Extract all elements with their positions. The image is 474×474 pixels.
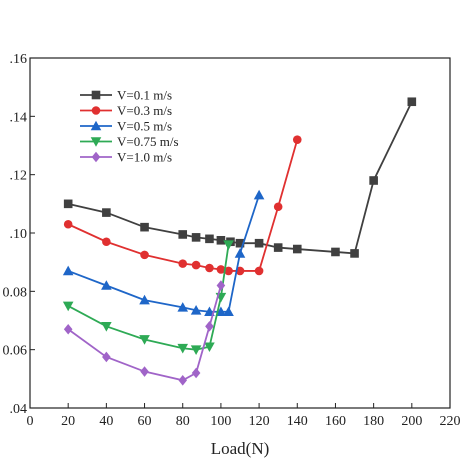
legend-label: V=0.5 m/s bbox=[117, 119, 172, 134]
series-line bbox=[67, 139, 299, 272]
data-point bbox=[350, 249, 359, 258]
data-point bbox=[177, 343, 189, 354]
x-tick-label: 40 bbox=[99, 414, 113, 429]
x-tick-label: 20 bbox=[61, 414, 75, 429]
x-tick-label: 100 bbox=[210, 414, 231, 429]
x-tick-label: 180 bbox=[363, 414, 384, 429]
data-point bbox=[177, 302, 189, 312]
data-point bbox=[178, 374, 188, 386]
data-point bbox=[205, 263, 214, 273]
data-point bbox=[205, 321, 214, 332]
series-4 bbox=[62, 240, 234, 355]
data-point bbox=[101, 322, 112, 332]
legend-item: V=0.5 m/s bbox=[80, 119, 172, 134]
data-point bbox=[102, 237, 111, 247]
axes: 0 20 40 60 80 100 120 140 160 180 200 220 .04 0.06 0.0… bbox=[3, 52, 461, 429]
data-point bbox=[223, 306, 234, 317]
series-2 bbox=[63, 135, 302, 276]
data-point bbox=[216, 265, 226, 274]
data-point bbox=[102, 351, 111, 363]
data-point bbox=[139, 294, 150, 305]
x-axis-title: Load(N) bbox=[211, 439, 270, 458]
x-tick-label: 160 bbox=[325, 414, 346, 429]
series-line bbox=[67, 194, 260, 313]
data-point bbox=[205, 234, 214, 244]
y-tick-label: .14 bbox=[10, 110, 28, 125]
x-tick-label: 140 bbox=[287, 414, 308, 429]
data-point bbox=[62, 265, 74, 276]
legend-label: V=0.3 m/s bbox=[117, 103, 172, 118]
data-point bbox=[216, 235, 226, 245]
data-point bbox=[253, 189, 265, 200]
data-point bbox=[254, 238, 264, 248]
data-point bbox=[63, 199, 73, 209]
legend-label: V=0.75 m/s bbox=[117, 134, 179, 149]
x-tick-label: 220 bbox=[440, 414, 461, 429]
data-point bbox=[191, 367, 201, 379]
x-tick-label: 200 bbox=[401, 414, 422, 429]
data-point bbox=[234, 248, 246, 258]
y-tick-label: .10 bbox=[10, 227, 28, 242]
series-3 bbox=[62, 189, 265, 317]
legend-item: V=1.0 m/s bbox=[80, 150, 172, 165]
data-point bbox=[224, 266, 233, 276]
data-point bbox=[292, 244, 302, 254]
data-point bbox=[178, 259, 188, 268]
data-point bbox=[62, 301, 74, 312]
data-point bbox=[292, 135, 302, 144]
data-point bbox=[190, 345, 202, 355]
legend: V=0.1 m/sV=0.3 m/sV=0.5 m/sV=0.75 m/sV=1… bbox=[80, 88, 179, 165]
series-line bbox=[67, 101, 413, 255]
data-point bbox=[223, 240, 234, 250]
data-point bbox=[140, 222, 149, 232]
data-point bbox=[101, 280, 112, 290]
x-tick-label: 120 bbox=[249, 414, 270, 429]
x-tick-label: 0 bbox=[27, 414, 34, 429]
y-tick-label: .16 bbox=[10, 52, 28, 67]
data-point bbox=[273, 243, 283, 252]
legend-item: V=0.75 m/s bbox=[80, 134, 179, 149]
legend-item: V=0.3 m/s bbox=[80, 103, 172, 118]
data-point bbox=[191, 260, 201, 270]
y-tick-label: .04 bbox=[10, 402, 28, 417]
data-point bbox=[63, 323, 73, 335]
data-point bbox=[331, 247, 340, 257]
legend-label: V=1.0 m/s bbox=[117, 150, 172, 165]
data-point bbox=[369, 176, 378, 185]
legend-marker bbox=[91, 151, 101, 163]
data-point bbox=[140, 366, 149, 377]
data-point bbox=[190, 304, 202, 315]
legend-item: V=0.1 m/s bbox=[80, 88, 172, 103]
x-tick-label: 80 bbox=[176, 414, 190, 429]
x-tick-label: 60 bbox=[138, 414, 152, 429]
y-tick-label: 0.08 bbox=[3, 285, 28, 300]
data-point bbox=[407, 97, 417, 107]
data-point bbox=[178, 230, 188, 239]
series-5 bbox=[63, 280, 226, 386]
series-line bbox=[67, 244, 230, 351]
data-point bbox=[254, 266, 264, 276]
legend-marker bbox=[91, 106, 101, 115]
legend-label: V=0.1 m/s bbox=[117, 88, 172, 103]
data-point bbox=[215, 306, 227, 317]
data-point bbox=[63, 219, 73, 229]
legend-marker bbox=[91, 90, 101, 100]
data-point bbox=[191, 233, 201, 242]
data-point bbox=[235, 238, 245, 248]
data-point bbox=[140, 250, 149, 260]
legend-marker bbox=[90, 120, 102, 131]
y-tick-label: .12 bbox=[10, 169, 28, 184]
y-tick-label: 0.06 bbox=[3, 344, 28, 359]
data-point bbox=[204, 342, 215, 353]
data-point bbox=[216, 280, 226, 291]
series-layer bbox=[62, 97, 417, 386]
data-point bbox=[139, 335, 150, 345]
data-point bbox=[273, 202, 283, 212]
series-1 bbox=[63, 97, 417, 258]
legend-marker bbox=[90, 137, 102, 147]
data-point bbox=[102, 208, 111, 217]
